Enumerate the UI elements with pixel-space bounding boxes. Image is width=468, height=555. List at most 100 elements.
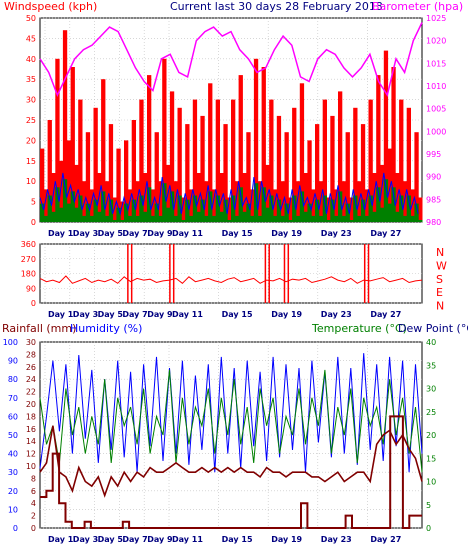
avg-wind-fill-bar [395, 211, 400, 222]
gust-bar [211, 189, 217, 222]
compass-label: N [436, 246, 444, 259]
avg-wind-fill-bar [257, 215, 262, 222]
direction-y-tick-label: 270 [21, 255, 36, 264]
gust-bar [318, 181, 324, 222]
avg-wind-fill-bar [399, 195, 404, 222]
avg-wind-fill-bar [360, 199, 366, 222]
direction-x-label: Day 9 [147, 310, 173, 319]
rainfall-title: Rainfall (mm) [2, 322, 76, 335]
gust-bar [303, 173, 308, 222]
direction-x-label: Day 7 [122, 310, 147, 319]
avg-wind-fill-bar [135, 215, 140, 222]
barometer-y-tick-label: 995 [426, 150, 441, 159]
avg-wind-fill-bar [158, 215, 163, 222]
gust-bar [70, 67, 75, 222]
gust-bar [364, 189, 369, 222]
avg-wind-fill-bar [368, 195, 373, 222]
avg-wind-fill-bar [357, 215, 362, 222]
barometer-y-tick-label: 1010 [426, 82, 446, 91]
humidity-y-tick-label: 30 [8, 468, 18, 477]
direction-x-label: Day 23 [321, 310, 352, 319]
wind-x-label: Day 15 [222, 229, 253, 238]
barometer-y-tick-label: 1020 [426, 37, 446, 46]
avg-wind-fill-bar [108, 199, 114, 222]
avg-wind-fill-bar [364, 215, 369, 222]
gust-bar [154, 132, 159, 222]
avg-wind-fill-bar [166, 207, 171, 222]
temperature-y-tick-label: 10 [426, 478, 436, 487]
rain-y-tick-label: 24 [26, 375, 36, 384]
avg-wind-fill-bar [372, 211, 377, 222]
avg-wind-fill-bar [284, 203, 289, 222]
avg-wind-fill-bar [189, 215, 194, 222]
gust-bar [414, 132, 419, 222]
wind-x-label: Day 11 [172, 229, 203, 238]
avg-wind-fill-bar [147, 187, 152, 222]
humidity-y-tick-label: 60 [8, 412, 18, 421]
direction-x-label: Day 27 [370, 310, 401, 319]
humidity-y-tick-label: 100 [3, 338, 18, 347]
humidity-y-tick-label: 70 [8, 394, 18, 403]
avg-wind-fill-bar [55, 187, 60, 222]
rain-y-tick-label: 10 [26, 462, 36, 471]
gust-bar [307, 140, 312, 222]
gust-bar [78, 99, 83, 222]
avg-wind-fill-bar [177, 195, 182, 222]
gust-bar [43, 189, 49, 222]
avg-wind-fill-bar [51, 211, 56, 222]
climate-x-label: Day 19 [271, 535, 302, 544]
gust-bar [284, 132, 289, 222]
avg-wind-fill-bar [414, 203, 419, 222]
rain-y-tick-label: 28 [26, 350, 36, 359]
gust-bar [208, 83, 213, 222]
gust-bar [391, 67, 396, 222]
avg-wind-fill-bar [288, 220, 293, 222]
avg-wind-line [39, 172, 419, 216]
avg-wind-fill-bar [150, 215, 156, 222]
avg-wind-fill-bar [208, 191, 213, 222]
temperature-title: Temperature (°C) [311, 322, 407, 335]
compass-label: W [436, 259, 447, 272]
avg-wind-fill-bar [227, 220, 232, 222]
rain-y-tick-label: 22 [26, 388, 36, 397]
gust-bar [276, 115, 282, 222]
gust-bar [380, 164, 385, 222]
gust-bar [338, 91, 343, 223]
avg-wind-fill-bar [85, 203, 91, 222]
rain-y-tick-label: 16 [26, 425, 36, 434]
avg-wind-fill-bar [295, 215, 301, 222]
gust-bar [120, 201, 125, 222]
gust-bar [376, 75, 381, 222]
direction-x-label: Day 11 [172, 310, 203, 319]
gust-bar [372, 173, 377, 222]
rain-y-tick-label: 14 [26, 437, 36, 446]
humidity-y-tick-label: 90 [8, 357, 18, 366]
avg-wind-fill-bar [93, 199, 98, 222]
avg-wind-fill-bar [211, 215, 217, 222]
avg-wind-fill-bar [341, 215, 347, 222]
direction-y-tick-label: 360 [21, 240, 36, 249]
gust-bar [406, 107, 411, 222]
temperature-y-tick-label: 20 [426, 431, 436, 440]
gust-bar [169, 91, 175, 223]
avg-wind-fill-bar [349, 220, 354, 222]
climate-x-label: Day 9 [147, 535, 173, 544]
humidity-y-tick-label: 0 [13, 524, 18, 533]
wind-y-tick-label: 20 [26, 136, 36, 145]
gust-bar [387, 148, 392, 222]
gust-bar [223, 124, 228, 222]
avg-wind-fill-bar [406, 195, 411, 222]
gust-bar [215, 99, 220, 222]
gust-bar [269, 99, 274, 222]
avg-wind-fill-bar [376, 187, 381, 222]
avg-wind-fill-bar [40, 203, 45, 222]
period-title: Current last 30 days 28 February 2013 [170, 0, 383, 13]
gust-bar [143, 173, 148, 222]
avg-wind-fill-bar [307, 203, 312, 222]
avg-wind-fill-bar [326, 220, 331, 222]
rain-y-tick-label: 8 [31, 474, 36, 483]
avg-wind-fill-bar [66, 203, 71, 222]
gust-bar [242, 173, 247, 222]
humidity-y-tick-label: 10 [8, 505, 18, 514]
